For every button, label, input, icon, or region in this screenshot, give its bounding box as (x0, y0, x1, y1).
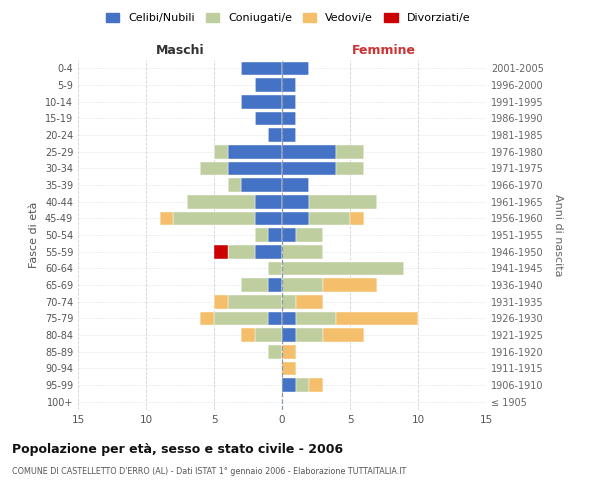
Bar (255, 195, 282, 208)
Bar (241, 178, 282, 192)
Bar (255, 228, 268, 242)
Bar (268, 345, 282, 358)
Bar (255, 78, 282, 92)
Bar (227, 145, 282, 158)
Text: Maschi: Maschi (155, 44, 205, 57)
Bar (282, 178, 309, 192)
Bar (309, 378, 323, 392)
Bar (255, 112, 282, 125)
Bar (282, 262, 404, 275)
Bar (309, 212, 350, 225)
Bar (309, 195, 377, 208)
Bar (350, 212, 364, 225)
Bar (241, 328, 255, 342)
Bar (173, 212, 255, 225)
Text: Popolazione per età, sesso e stato civile - 2006: Popolazione per età, sesso e stato civil… (12, 442, 343, 456)
Bar (214, 145, 227, 158)
Bar (282, 278, 323, 292)
Bar (323, 278, 377, 292)
Bar (160, 212, 173, 225)
Bar (296, 328, 323, 342)
Legend: Celibi/Nubili, Coniugati/e, Vedovi/e, Divorziati/e: Celibi/Nubili, Coniugati/e, Vedovi/e, Di… (101, 8, 475, 28)
Bar (214, 312, 268, 325)
Bar (296, 378, 309, 392)
Y-axis label: Anni di nascita: Anni di nascita (553, 194, 563, 276)
Bar (282, 362, 296, 375)
Bar (282, 245, 323, 258)
Y-axis label: Fasce di età: Fasce di età (29, 202, 39, 268)
Bar (296, 312, 337, 325)
Bar (241, 278, 268, 292)
Bar (282, 212, 309, 225)
Bar (227, 162, 282, 175)
Bar (227, 245, 255, 258)
Bar (282, 78, 296, 92)
Text: Femmine: Femmine (352, 44, 416, 57)
Bar (255, 328, 282, 342)
Bar (268, 262, 282, 275)
Bar (200, 162, 227, 175)
Bar (282, 345, 296, 358)
Bar (214, 295, 227, 308)
Bar (282, 295, 296, 308)
Bar (323, 328, 364, 342)
Bar (282, 112, 296, 125)
Bar (282, 128, 296, 142)
Bar (200, 312, 214, 325)
Bar (268, 228, 282, 242)
Bar (268, 312, 282, 325)
Bar (296, 295, 323, 308)
Text: COMUNE DI CASTELLETTO D'ERRO (AL) - Dati ISTAT 1° gennaio 2006 - Elaborazione TU: COMUNE DI CASTELLETTO D'ERRO (AL) - Dati… (12, 468, 406, 476)
Bar (268, 278, 282, 292)
Bar (282, 95, 296, 108)
Bar (337, 312, 418, 325)
Bar (282, 312, 296, 325)
Bar (268, 128, 282, 142)
Bar (282, 62, 309, 75)
Bar (282, 328, 296, 342)
Bar (227, 178, 241, 192)
Bar (255, 245, 282, 258)
Bar (337, 162, 364, 175)
Bar (214, 245, 227, 258)
Bar (282, 228, 296, 242)
Bar (255, 212, 282, 225)
Bar (227, 295, 282, 308)
Bar (296, 228, 323, 242)
Bar (337, 145, 364, 158)
Bar (282, 195, 309, 208)
Bar (282, 145, 337, 158)
Bar (187, 195, 255, 208)
Bar (282, 378, 296, 392)
Bar (282, 162, 337, 175)
Bar (241, 95, 282, 108)
Bar (241, 62, 282, 75)
